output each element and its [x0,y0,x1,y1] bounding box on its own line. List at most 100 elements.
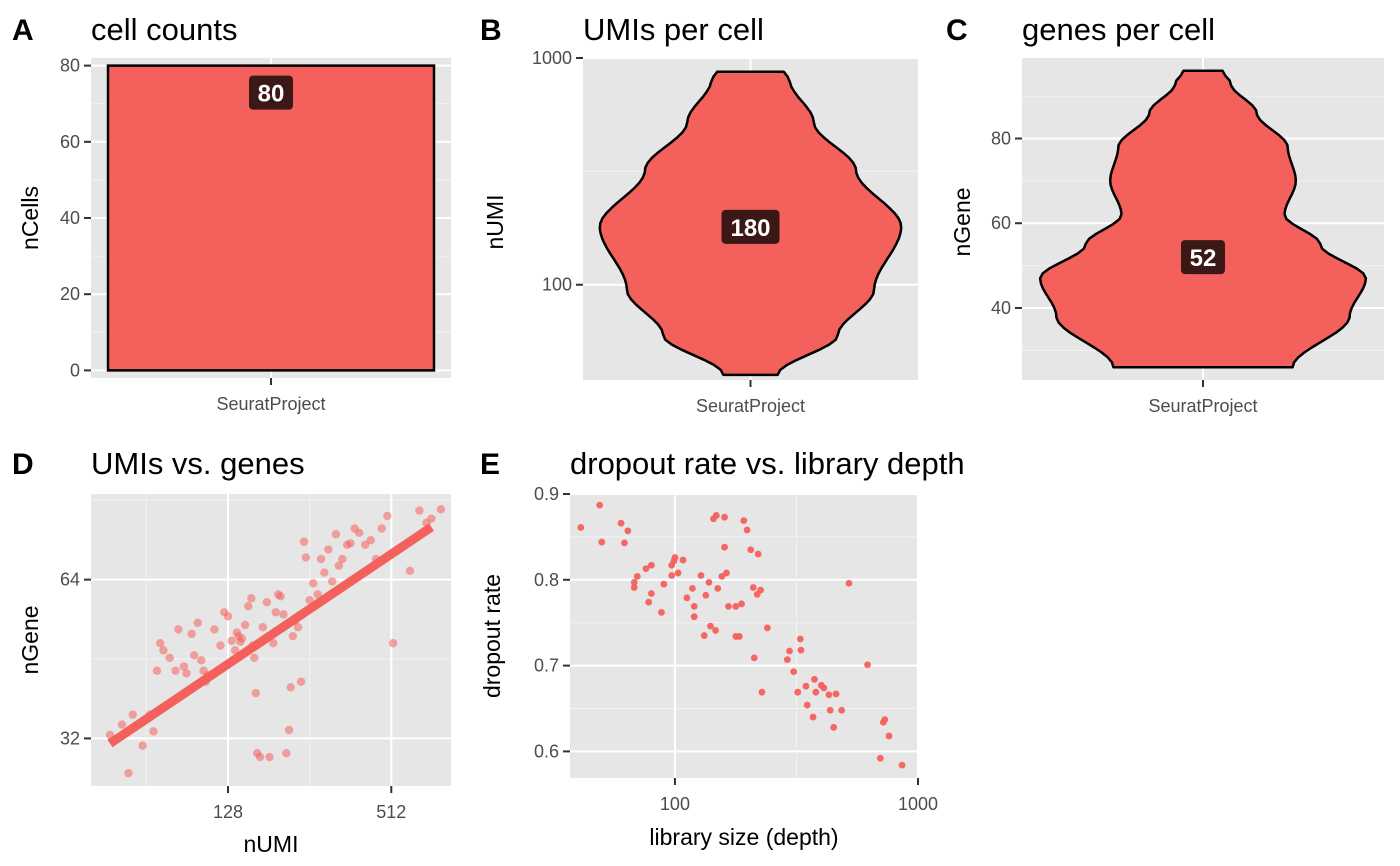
point-e-37 [723,569,730,577]
panel-title-e: dropout rate vs. library depth [570,446,965,481]
point-e-6 [630,578,638,586]
point-d-70 [355,528,364,538]
data-label-box-b [721,209,780,244]
point-e-7 [630,584,638,591]
point-d-12 [174,625,183,634]
y-axis-label-c: nGene [949,187,975,256]
y-tick-label-d-0: 32 [60,728,80,748]
point-d-15 [187,629,196,639]
point-e-60 [803,701,811,709]
point-e-11 [647,561,655,569]
point-d-64 [331,530,341,539]
point-e-69 [832,690,840,698]
point-e-70 [838,706,846,714]
point-e-23 [690,613,698,621]
x-axis-label-d: nUMI [244,831,299,857]
point-e-0 [577,524,585,531]
point-e-49 [754,550,762,558]
point-d-23 [216,641,225,650]
point-e-42 [738,600,745,608]
point-d-39 [255,752,265,762]
point-d-54 [296,677,306,686]
point-e-26 [700,632,708,639]
data-label-a: 80 [258,81,285,108]
y-tick-label-c-1: 60 [991,213,1011,233]
point-e-35 [721,513,728,521]
panel-b: B UMIs per cell 100 1000 SeuratProject nUMI 18… [480,12,918,416]
point-d-68 [346,539,355,548]
y-tick-label-a-1: 20 [60,284,80,304]
y-axis-label-d: nGene [17,605,43,674]
point-d-58 [309,579,318,588]
y-axis-label-a: nCells [17,186,43,250]
point-e-21 [683,594,691,602]
plot-background-e [570,494,918,778]
point-d-13 [179,662,189,671]
point-e-68 [830,723,838,731]
point-d-47 [279,610,288,619]
point-d-41 [262,597,272,607]
point-d-17 [193,618,202,628]
point-e-43 [740,517,748,524]
point-e-2 [598,538,606,546]
data-label-box-a [249,75,293,110]
x-tick-label-d-0: 128 [213,802,243,822]
point-d-44 [271,608,280,617]
point-d-40 [258,622,268,632]
point-d-4 [138,741,147,750]
point-e-3 [617,519,625,527]
point-e-34 [718,572,726,580]
point-d-32 [240,620,250,630]
panel-letter-e: E [480,448,500,481]
y-tick-label-a-2: 40 [60,208,80,228]
point-d-76 [388,638,398,648]
point-d-18 [197,656,206,665]
point-d-46 [276,592,285,601]
x-tick-label-e-1: 1000 [898,794,938,814]
point-e-76 [885,732,893,740]
point-d-7 [152,666,162,675]
point-d-11 [171,666,180,675]
point-d-8 [156,638,165,648]
point-e-1 [596,501,604,509]
y-tick-label-a-4: 80 [60,56,80,76]
point-e-54 [786,647,793,655]
point-d-60 [316,554,326,564]
panel-letter-d: D [12,448,34,481]
data-label-b: 180 [730,215,770,242]
x-tick-label-d-1: 512 [376,802,406,822]
point-d-81 [436,505,446,514]
y-tick-label-e-1: 0.7 [534,656,559,676]
point-d-50 [286,683,295,692]
point-d-59 [313,590,322,599]
point-d-37 [251,688,260,698]
point-e-73 [876,754,884,762]
point-e-51 [758,688,766,696]
point-e-52 [763,624,771,632]
point-e-36 [721,543,728,551]
y-axis-label-b: nUMI [482,195,508,250]
point-e-18 [671,554,679,561]
point-e-28 [705,578,713,586]
y-tick-label-c-0: 40 [991,298,1011,318]
point-d-75 [383,511,392,521]
y-axis-label-e: dropout rate [479,574,505,698]
point-e-53 [783,656,791,663]
point-e-39 [732,602,740,610]
point-e-67 [826,706,834,714]
x-axis-label-e: library size (depth) [649,824,838,850]
point-d-74 [377,524,386,533]
y-tick-label-e-3: 0.9 [534,484,559,504]
point-e-4 [621,539,628,547]
panel-letter-a: A [12,14,34,47]
bar-a [106,64,436,372]
point-d-56 [301,553,311,562]
y-tick-label-a-0: 0 [70,360,80,380]
point-d-2 [124,768,133,778]
point-e-19 [674,569,682,577]
point-e-77 [898,761,906,769]
point-e-22 [689,584,696,592]
point-e-13 [658,609,665,616]
